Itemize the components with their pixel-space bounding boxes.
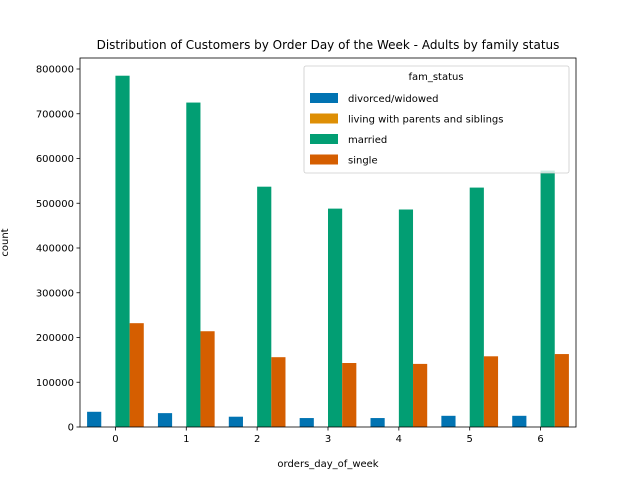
bar-single-day-4 [413, 363, 428, 427]
bar-married-day-2 [257, 186, 272, 427]
bar-divorced-widowed-day-1 [157, 413, 173, 427]
y-tick-label: 300000 [36, 288, 74, 299]
bar-single-day-2 [271, 357, 286, 427]
x-tick-label: 1 [183, 434, 189, 445]
y-tick-label: 100000 [36, 378, 74, 389]
y-tick-label: 200000 [36, 333, 74, 344]
legend-items: divorced/widowed living with parents and … [310, 93, 503, 167]
legend-title: fam_status [408, 72, 463, 83]
bars-layer [87, 75, 569, 428]
x-tick-label: 5 [467, 434, 473, 445]
bar-married-day-3 [328, 208, 343, 427]
legend-swatch [310, 154, 338, 165]
legend-label: divorced/widowed [348, 94, 439, 105]
bar-married-day-4 [398, 209, 414, 427]
bar-single-day-1 [200, 331, 215, 427]
bar-married-day-6 [540, 170, 555, 427]
y-tick-label: 400000 [36, 244, 74, 255]
bar-divorced-widowed-day-5 [441, 415, 456, 427]
y-axis: 0 100000 200000 300000 400000 500000 600000 700… [36, 65, 80, 434]
x-axis-label: orders_day_of_week [277, 459, 378, 470]
legend-swatch [310, 113, 338, 124]
x-tick-label: 3 [325, 434, 331, 445]
x-axis: 0 1 2 3 4 5 6 [112, 427, 544, 445]
x-tick-label: 2 [254, 434, 260, 445]
bar-divorced-widowed-day-6 [512, 415, 527, 427]
legend: fam_status divorced/widowed living with p… [303, 65, 570, 174]
bar-married-day-0 [115, 75, 130, 428]
legend-label: living with parents and siblings [348, 115, 503, 126]
legend-label: married [348, 135, 387, 146]
bar-single-day-5 [483, 356, 499, 427]
legend-swatch [310, 134, 338, 144]
bar-divorced-widowed-day-4 [370, 418, 385, 427]
x-tick-label: 0 [112, 434, 118, 445]
y-tick-label: 0 [68, 423, 74, 434]
bar-single-day-3 [342, 363, 357, 427]
bar-married-day-5 [469, 187, 484, 427]
bar-married-day-1 [186, 102, 201, 427]
legend-swatch [310, 93, 338, 103]
legend-label: single [348, 156, 378, 167]
bar-single-day-0 [129, 323, 144, 427]
y-tick-label: 600000 [36, 154, 74, 165]
y-tick-label: 500000 [36, 199, 74, 210]
legend-box [303, 65, 570, 174]
y-tick-label: 700000 [36, 109, 74, 120]
bar-single-day-6 [554, 354, 569, 427]
y-tick-label: 800000 [36, 65, 74, 76]
bar-divorced-widowed-day-0 [87, 411, 102, 427]
chart-title: Distribution of Customers by Order Day o… [97, 38, 560, 52]
y-axis-label: count [0, 228, 11, 256]
bar-divorced-widowed-day-3 [299, 418, 314, 427]
x-tick-label: 6 [537, 434, 543, 445]
bar-divorced-widowed-day-2 [228, 416, 243, 427]
x-tick-label: 4 [396, 434, 402, 445]
